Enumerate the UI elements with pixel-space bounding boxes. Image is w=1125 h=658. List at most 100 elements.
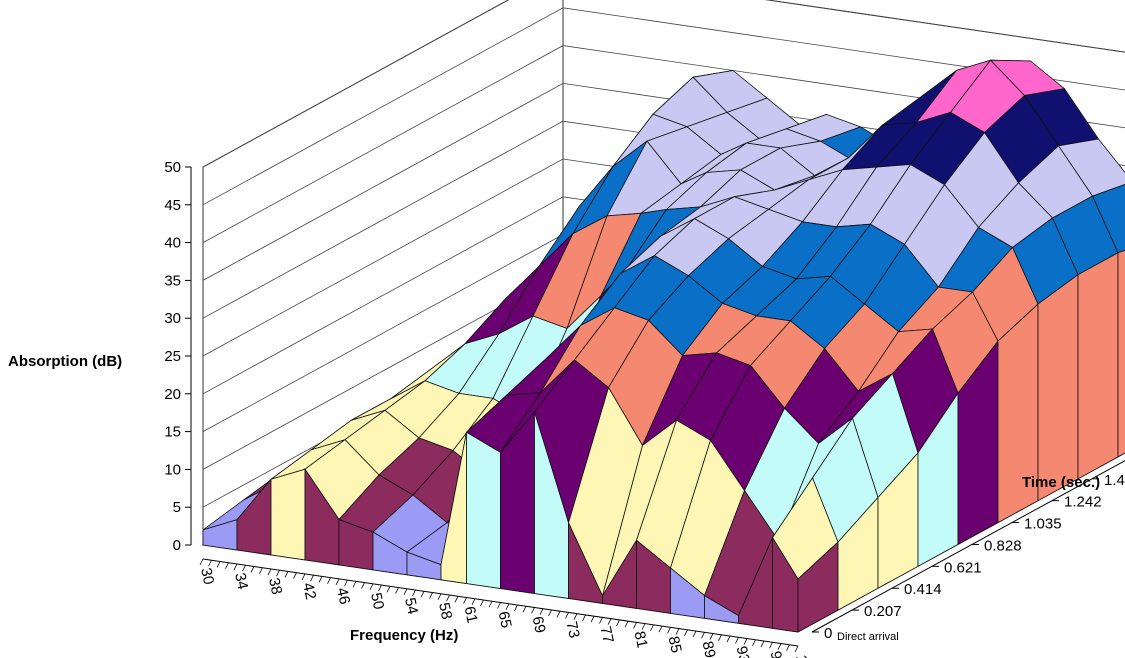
x-minor-tick xyxy=(268,569,271,575)
x-tick-label: 97 xyxy=(767,650,787,658)
x-minor-tick xyxy=(302,574,305,580)
x-minor-tick xyxy=(234,564,237,570)
x-minor-tick xyxy=(294,573,297,579)
direct-arrival-note: Direct arrival xyxy=(837,631,899,643)
x-minor-tick xyxy=(277,570,280,576)
x-minor-tick xyxy=(285,571,288,577)
x-minor-tick xyxy=(311,575,314,581)
x-minor-tick xyxy=(260,568,263,574)
x-minor-tick xyxy=(685,630,688,636)
x-minor-tick xyxy=(209,560,212,566)
y-tick-label: 0.621 xyxy=(944,559,982,576)
x-tick-label: 61 xyxy=(461,605,481,625)
x-minor-tick xyxy=(693,631,696,637)
x-tick-label: 54 xyxy=(401,596,421,616)
x-minor-tick xyxy=(532,607,535,613)
x-minor-tick xyxy=(668,627,671,633)
x-minor-tick xyxy=(489,601,492,607)
x-minor-tick xyxy=(617,620,620,626)
x-minor-tick xyxy=(795,646,798,652)
x-minor-tick xyxy=(549,610,552,616)
z-tick-label: 25 xyxy=(164,348,181,365)
x-minor-tick xyxy=(591,616,594,622)
surface-front-face xyxy=(271,469,305,560)
x-minor-tick xyxy=(217,561,220,567)
z-tick-label: 35 xyxy=(164,272,181,289)
z-tick-label: 30 xyxy=(164,310,181,327)
x-minor-tick xyxy=(336,579,339,585)
x-minor-tick xyxy=(506,604,509,610)
z-tick-label: 20 xyxy=(164,386,181,403)
x-minor-tick xyxy=(625,621,628,627)
x-minor-tick xyxy=(676,629,679,635)
x-minor-tick xyxy=(396,588,399,594)
x-minor-tick xyxy=(472,599,475,605)
y-tick-label: 1.449 xyxy=(1104,472,1125,489)
x-minor-tick xyxy=(753,640,756,646)
x-minor-tick xyxy=(421,591,424,597)
x-minor-tick xyxy=(447,595,450,601)
x-minor-tick xyxy=(659,626,662,632)
x-tick-label: 38 xyxy=(265,576,285,596)
surface-side-face xyxy=(1078,253,1118,479)
z-tick-label: 50 xyxy=(164,159,181,176)
x-minor-tick xyxy=(481,600,484,606)
x-minor-tick xyxy=(642,624,645,630)
x-minor-tick xyxy=(540,609,543,615)
x-minor-tick xyxy=(243,565,246,571)
x-minor-tick xyxy=(438,594,441,600)
x-minor-tick xyxy=(319,576,322,582)
y-tick-label: 1.242 xyxy=(1064,494,1102,511)
x-axis-title: Frequency (Hz) xyxy=(350,627,458,644)
x-tick-label: 58 xyxy=(435,601,455,621)
y-tick-label: 0.414 xyxy=(904,581,942,598)
x-minor-tick xyxy=(404,589,407,595)
x-minor-tick xyxy=(523,606,526,612)
x-tick-label: 42 xyxy=(299,581,319,601)
x-minor-tick xyxy=(370,584,373,590)
x-minor-tick xyxy=(353,581,356,587)
y-tick-label: 0.207 xyxy=(864,603,902,620)
x-minor-tick xyxy=(413,590,416,596)
x-minor-tick xyxy=(566,612,569,618)
y-axis-title: Time (sec.) xyxy=(1022,474,1100,491)
x-tick-label: 73 xyxy=(563,620,583,640)
z-tick-label: 5 xyxy=(173,499,181,516)
x-tick-label: 50 xyxy=(367,591,387,611)
x-minor-tick xyxy=(387,586,390,592)
x-tick-label: 46 xyxy=(333,586,353,606)
x-tick-label: 89 xyxy=(699,640,719,658)
x-minor-tick xyxy=(464,598,467,604)
surface-front-face xyxy=(467,432,501,588)
z-tick-label: 40 xyxy=(164,235,181,252)
x-minor-tick xyxy=(583,615,586,621)
surface-side-face xyxy=(1038,275,1078,501)
x-minor-tick xyxy=(736,637,739,643)
x-tick-label: 30 xyxy=(197,566,217,586)
x-minor-tick xyxy=(702,632,705,638)
x-minor-tick xyxy=(328,578,331,584)
x-minor-tick xyxy=(761,641,764,647)
x-tick-label: 34 xyxy=(231,571,251,591)
z-axis-title: Absorption (dB) xyxy=(8,353,122,370)
x-minor-tick xyxy=(574,614,577,620)
x-minor-tick xyxy=(226,563,229,569)
y-tick-label: 0 xyxy=(824,625,832,642)
x-minor-tick xyxy=(651,625,654,631)
x-minor-tick xyxy=(710,634,713,640)
x-minor-tick xyxy=(634,622,637,628)
x-minor-tick xyxy=(727,636,730,642)
x-tick-label: 69 xyxy=(529,615,549,635)
x-minor-tick xyxy=(770,642,773,648)
x-minor-tick xyxy=(200,559,203,565)
x-minor-tick xyxy=(600,617,603,623)
x-minor-tick xyxy=(515,605,518,611)
x-tick-label: 77 xyxy=(597,625,617,645)
x-minor-tick xyxy=(608,619,611,625)
x-minor-tick xyxy=(345,580,348,586)
x-minor-tick xyxy=(719,635,722,641)
x-minor-tick xyxy=(787,645,790,651)
surface-side-face xyxy=(1118,238,1125,457)
z-tick-label: 45 xyxy=(164,197,181,214)
